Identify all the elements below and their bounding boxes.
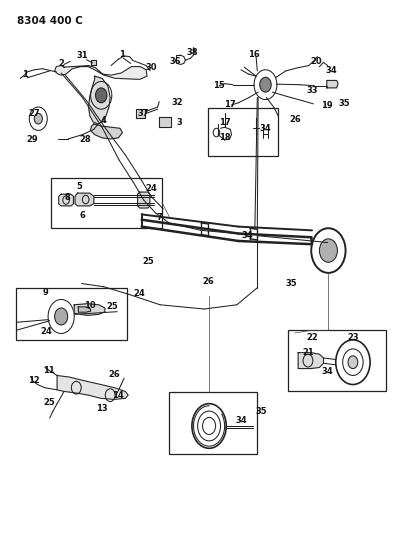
Text: 17: 17	[218, 118, 230, 127]
Text: 26: 26	[202, 277, 213, 286]
Polygon shape	[90, 60, 96, 65]
Text: 35: 35	[338, 99, 350, 108]
Circle shape	[259, 77, 270, 92]
Bar	[16, 288, 127, 340]
Text: 26: 26	[289, 115, 301, 124]
Text: 22: 22	[306, 333, 317, 342]
Text: 2: 2	[58, 59, 64, 68]
Bar	[288, 330, 385, 391]
Bar	[169, 392, 256, 454]
Text: 14: 14	[112, 391, 124, 400]
Text: 36: 36	[169, 57, 181, 66]
Polygon shape	[75, 193, 94, 206]
Text: 38: 38	[186, 49, 197, 57]
Text: 5: 5	[76, 182, 82, 191]
Text: 35: 35	[255, 407, 267, 416]
Text: 1: 1	[119, 51, 125, 59]
Text: 3: 3	[176, 118, 182, 127]
Polygon shape	[159, 117, 171, 127]
Circle shape	[319, 239, 337, 262]
Polygon shape	[297, 353, 323, 368]
Text: 9: 9	[43, 287, 48, 296]
Text: 1: 1	[22, 70, 28, 78]
Text: 27: 27	[28, 109, 40, 118]
Circle shape	[34, 114, 42, 124]
Text: 30: 30	[145, 63, 156, 72]
Bar	[208, 108, 277, 156]
Text: 4: 4	[101, 116, 106, 125]
Text: 6: 6	[79, 211, 85, 220]
Text: 34: 34	[324, 67, 336, 75]
Bar	[50, 178, 161, 228]
Text: 31: 31	[76, 52, 88, 60]
Text: 23: 23	[346, 333, 358, 342]
Text: 32: 32	[171, 98, 182, 107]
Text: 25: 25	[44, 398, 56, 407]
Text: 20: 20	[310, 57, 321, 66]
Text: 34: 34	[241, 231, 253, 240]
Text: 24: 24	[133, 288, 145, 297]
Text: 8304 400 C: 8304 400 C	[17, 15, 83, 26]
Text: 17: 17	[224, 100, 236, 109]
Text: 25: 25	[142, 257, 154, 265]
Text: 24: 24	[145, 184, 157, 193]
Text: 19: 19	[320, 101, 332, 110]
Text: 11: 11	[43, 366, 55, 375]
Text: 12: 12	[28, 376, 40, 385]
Polygon shape	[137, 192, 149, 208]
Text: 7: 7	[156, 213, 162, 222]
Text: 28: 28	[80, 135, 91, 144]
Circle shape	[347, 356, 357, 368]
Text: 34: 34	[259, 124, 271, 133]
Text: 34: 34	[236, 416, 247, 425]
Text: 13: 13	[96, 405, 108, 414]
Text: 10: 10	[84, 301, 95, 310]
Text: 25: 25	[106, 302, 117, 311]
Text: 15: 15	[213, 81, 225, 90]
Polygon shape	[54, 66, 146, 79]
Text: 16: 16	[247, 51, 259, 59]
Text: 21: 21	[301, 348, 313, 357]
Circle shape	[95, 88, 107, 103]
Text: 37: 37	[137, 109, 148, 118]
Circle shape	[54, 308, 67, 325]
Polygon shape	[58, 194, 73, 206]
Polygon shape	[88, 76, 110, 124]
Polygon shape	[78, 307, 90, 312]
Polygon shape	[90, 124, 122, 139]
Polygon shape	[326, 80, 337, 88]
Text: 26: 26	[108, 370, 120, 379]
Text: 29: 29	[27, 135, 38, 144]
Polygon shape	[57, 375, 128, 399]
Text: 35: 35	[285, 279, 297, 288]
Polygon shape	[74, 304, 105, 316]
Text: 8: 8	[64, 193, 70, 202]
Text: 33: 33	[306, 85, 317, 94]
Polygon shape	[135, 109, 145, 118]
Text: 34: 34	[321, 367, 333, 376]
Text: 18: 18	[218, 133, 230, 142]
Text: 24: 24	[40, 327, 52, 336]
